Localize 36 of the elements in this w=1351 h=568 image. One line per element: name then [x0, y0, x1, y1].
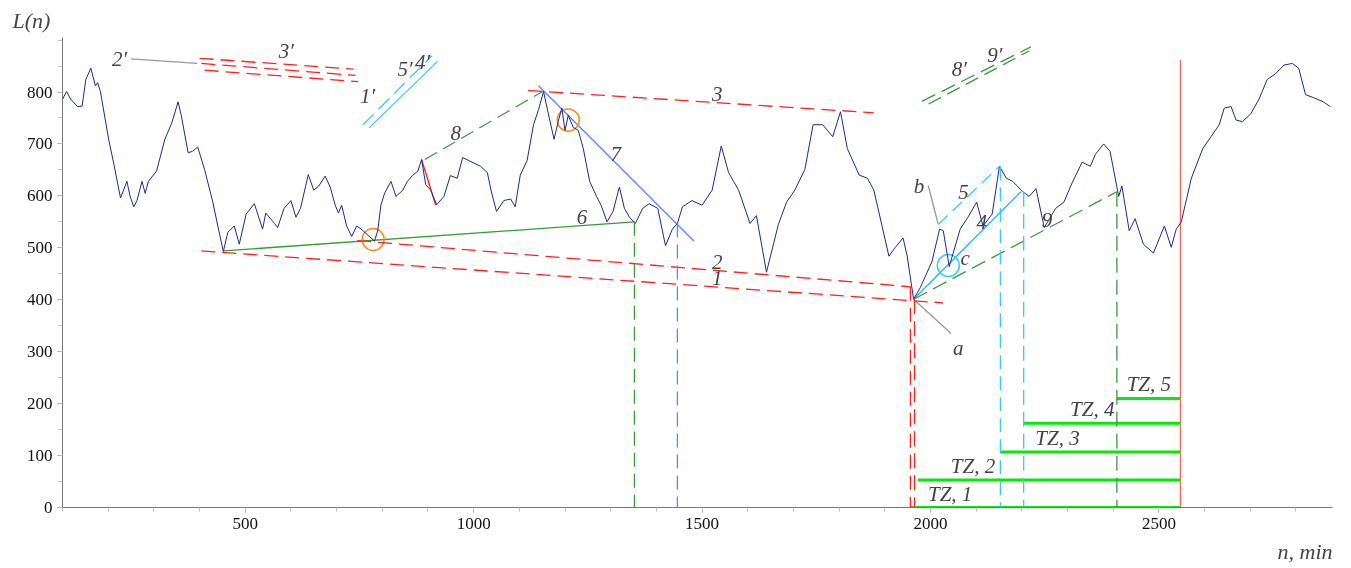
annotation: 1′ — [360, 83, 376, 108]
annotation: 2′ — [111, 46, 128, 71]
annotation: 7 — [610, 142, 623, 167]
annotation: TZ, 3 — [1035, 425, 1080, 450]
annotation: TZ, 5 — [1126, 372, 1172, 397]
annotation: TZ, 2 — [950, 453, 996, 478]
x-tick-label: 2000 — [913, 513, 948, 533]
x-tick-label: 1500 — [685, 513, 720, 533]
x-axis-title: n, min — [1277, 538, 1333, 564]
annotation: 9′ — [987, 43, 1003, 68]
annotation: 3 — [710, 81, 723, 106]
annotation: 4′ — [414, 49, 431, 74]
y-tick-label: 300 — [27, 342, 53, 362]
annotation: 6 — [576, 204, 588, 229]
y-tick-label: 100 — [27, 446, 53, 466]
y-axis-title: L(n) — [11, 7, 51, 33]
y-tick-label: 200 — [27, 394, 53, 414]
y-tick-label: 0 — [44, 498, 53, 517]
y-tick-label: 800 — [27, 82, 53, 102]
annotation: 3′ — [277, 38, 295, 63]
annotation: a — [953, 335, 964, 360]
y-tick-label: 600 — [27, 186, 53, 206]
annotation: 8′ — [951, 56, 968, 81]
annotation: TZ, 1 — [927, 481, 973, 506]
y-tick-label: 500 — [27, 238, 53, 258]
annotation: 5′ — [397, 56, 414, 81]
annotation: 5 — [958, 179, 969, 204]
x-tick-label: 500 — [232, 513, 258, 533]
annotation: b — [913, 173, 925, 198]
annotation: 8 — [450, 120, 462, 145]
x-tick-label: 1000 — [456, 513, 491, 533]
y-tick-label: 700 — [27, 134, 53, 154]
annotation: c — [960, 245, 971, 270]
x-tick-label: 2500 — [1141, 513, 1176, 533]
annotation: TZ, 4 — [1070, 397, 1115, 422]
y-tick-label: 400 — [27, 290, 53, 310]
